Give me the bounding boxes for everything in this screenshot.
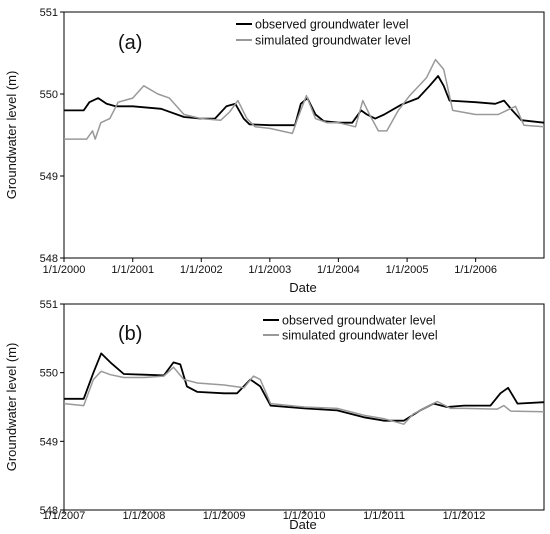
series-line-simulated bbox=[63, 366, 545, 425]
plot-frame bbox=[63, 11, 545, 259]
x-tick-label: 1/1/2003 bbox=[248, 264, 291, 276]
panel-label: (b) bbox=[118, 323, 142, 345]
y-axis-title: Groundwater level (m) bbox=[4, 71, 19, 200]
x-tick-label: 1/1/2005 bbox=[386, 264, 429, 276]
legend-label-observed: observed groundwater level bbox=[282, 314, 436, 328]
series-line-observed bbox=[64, 75, 545, 127]
x-tick-label: 1/1/2000 bbox=[43, 264, 86, 276]
x-tick-label: 1/1/2012 bbox=[443, 510, 486, 522]
x-tick-label: 1/1/2007 bbox=[43, 510, 86, 522]
y-axis-title: Groundwater level (m) bbox=[4, 343, 19, 472]
x-tick-label: 1/1/2004 bbox=[317, 264, 360, 276]
x-tick-label: 1/1/2006 bbox=[454, 264, 497, 276]
y-tick-label: 550 bbox=[40, 368, 58, 380]
x-tick-label: 1/1/2009 bbox=[203, 510, 246, 522]
y-tick-label: 549 bbox=[40, 436, 58, 448]
panel-a: (a) Date Groundwater level (m) observed … bbox=[4, 7, 545, 295]
y-tick-label: 549 bbox=[40, 171, 58, 183]
panel-b: (b) Date Groundwater level (m) observed … bbox=[4, 299, 545, 532]
x-tick-label: 1/1/2002 bbox=[180, 264, 223, 276]
legend: observed groundwater level simulated gro… bbox=[236, 18, 411, 48]
legend-label-simulated: simulated groundwater level bbox=[282, 329, 438, 343]
x-tick-label: 1/1/2011 bbox=[363, 510, 405, 522]
y-tick-label: 548 bbox=[40, 505, 58, 517]
legend-label-observed: observed groundwater level bbox=[255, 18, 409, 32]
panel-label: (a) bbox=[118, 32, 142, 54]
y-tick-label: 551 bbox=[40, 7, 58, 19]
legend: observed groundwater level simulated gro… bbox=[263, 314, 438, 343]
y-tick-label: 548 bbox=[40, 253, 58, 265]
y-tick-label: 550 bbox=[40, 89, 58, 101]
series-line-observed bbox=[64, 352, 545, 422]
x-tick-label: 1/1/2010 bbox=[283, 510, 326, 522]
y-tick-label: 551 bbox=[40, 299, 58, 311]
x-tick-label: 1/1/2001 bbox=[111, 264, 154, 276]
x-axis-title: Date bbox=[289, 517, 316, 532]
x-tick-label: 1/1/2008 bbox=[123, 510, 166, 522]
legend-label-simulated: simulated groundwater level bbox=[255, 34, 411, 48]
series-line-simulated bbox=[64, 58, 545, 140]
x-axis-title: Date bbox=[289, 280, 316, 295]
